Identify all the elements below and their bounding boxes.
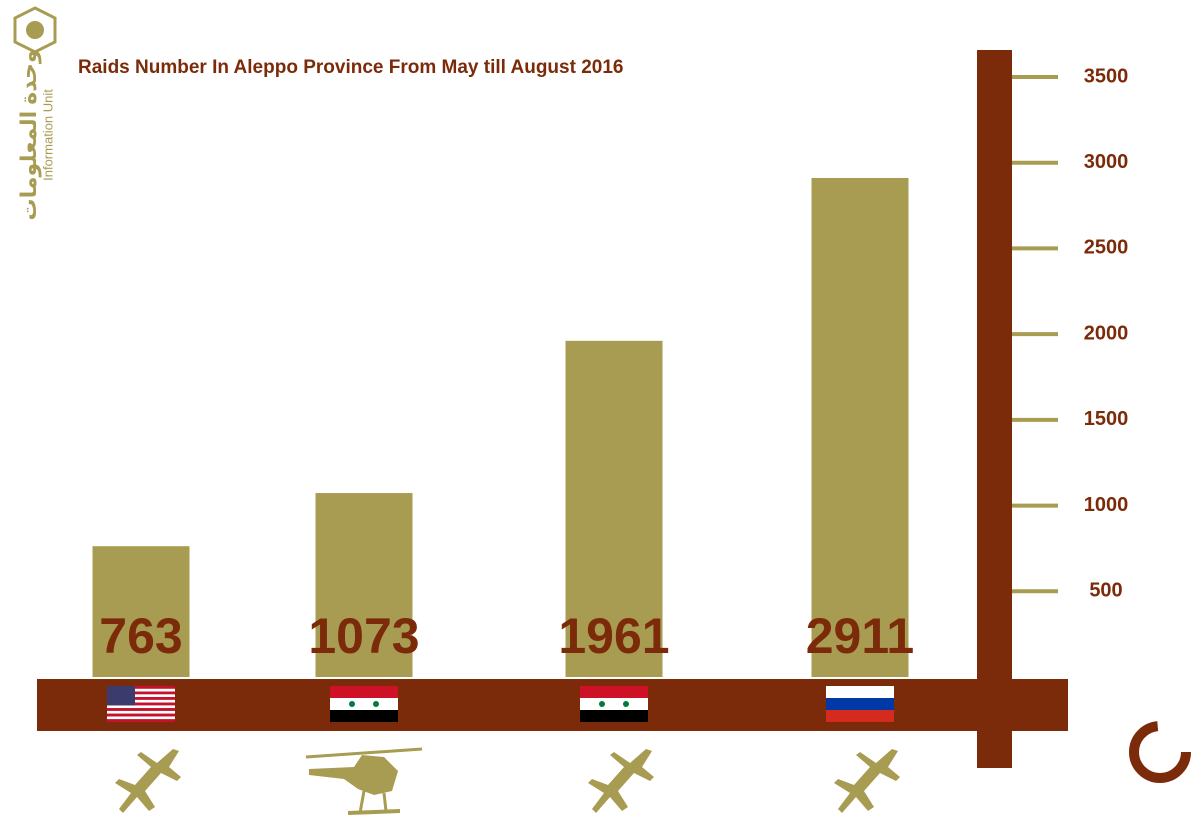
flag-stripe	[107, 697, 175, 700]
flag	[826, 686, 894, 722]
flag-star	[599, 701, 605, 707]
flag-stripe	[107, 705, 175, 709]
base-band	[37, 679, 1068, 731]
flag-stripe	[107, 691, 175, 695]
value-label: 1961	[558, 608, 669, 664]
flag-star	[623, 701, 629, 707]
flag	[580, 686, 648, 722]
strut	[382, 792, 388, 812]
logo-mark	[26, 21, 44, 39]
y-tick-label: 3500	[1084, 65, 1129, 87]
flag-stripe	[107, 688, 175, 692]
logo-arabic: وحدة المعلومات	[16, 49, 42, 220]
flag-stripe	[826, 686, 894, 698]
fuselage	[309, 755, 398, 795]
flag-canton	[107, 686, 135, 706]
y-tick-label: 1000	[1084, 494, 1129, 516]
flag-star	[373, 701, 379, 707]
flag-stripe	[107, 699, 175, 703]
emblem	[1129, 721, 1191, 783]
flag	[330, 686, 398, 722]
flag-stripe	[826, 698, 894, 710]
value-label: 1073	[308, 608, 419, 664]
flag-stripe	[826, 710, 894, 722]
jet-icon	[588, 749, 654, 813]
flag-stripe	[580, 698, 648, 710]
y-tick-label: 2500	[1084, 237, 1129, 259]
flag-stripe	[330, 686, 398, 698]
value-label: 763	[99, 608, 182, 664]
jet-icon	[115, 749, 181, 813]
flag	[107, 686, 175, 722]
flag-stripe	[107, 710, 175, 714]
logo-badge	[13, 6, 57, 54]
flag-stripe	[107, 716, 175, 720]
flag-stripe	[107, 713, 175, 717]
helicopter-icon	[305, 747, 423, 815]
y-tick-label: 1500	[1084, 408, 1129, 430]
flag-stripe	[107, 708, 175, 711]
flag-star	[349, 701, 355, 707]
bar	[565, 340, 663, 677]
y-tick-label: 500	[1089, 580, 1122, 602]
flag-stripe	[107, 694, 175, 698]
logo: وحدة المعلومات Information Unit	[13, 6, 57, 221]
flag-stripe	[580, 686, 648, 698]
flag-stripe	[107, 686, 175, 689]
strut	[358, 790, 366, 814]
axis-band	[977, 50, 1012, 768]
bar	[92, 546, 190, 677]
flag-stripe	[107, 702, 175, 706]
logo-english: Information Unit	[40, 89, 55, 181]
bar	[315, 493, 413, 677]
skid	[347, 809, 401, 815]
chart-title: Raids Number In Aleppo Province From May…	[78, 57, 623, 78]
flag-stripe	[330, 710, 398, 722]
rotor	[305, 747, 423, 759]
jet-icon	[834, 749, 900, 813]
flag-stripe	[107, 719, 175, 722]
y-tick-label: 3000	[1084, 151, 1129, 173]
flag-stripe	[330, 698, 398, 710]
y-tick-label: 2000	[1084, 322, 1129, 344]
bar	[811, 177, 909, 677]
flag-stripe	[580, 710, 648, 722]
value-label: 2911	[806, 608, 914, 664]
